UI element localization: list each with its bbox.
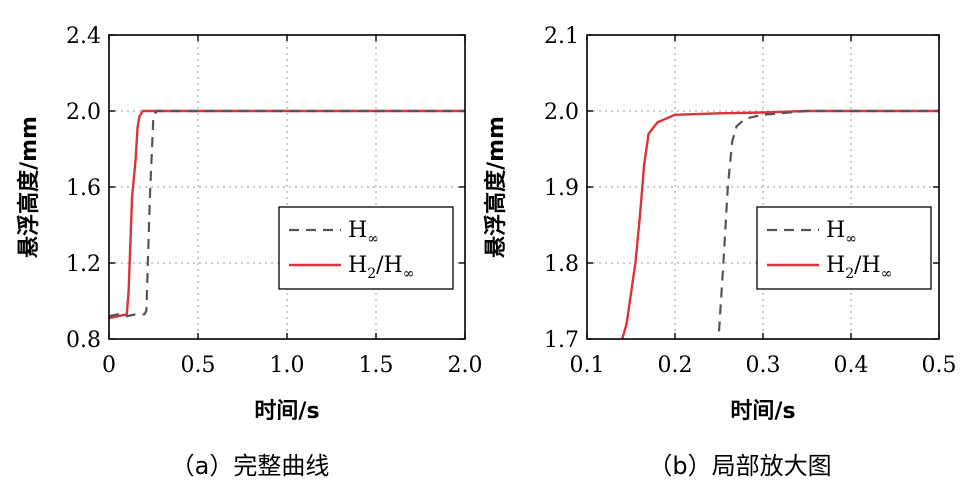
x-tick-label: 1.5 <box>359 353 394 378</box>
ticks-b: 0.1 0.2 0.3 0.4 0.5 1.7 1.8 1.9 2.0 2.1 <box>544 24 957 378</box>
plot-frame-b <box>586 34 940 340</box>
y-tick-label: 2.0 <box>544 100 579 125</box>
y-axis-label-a: 悬浮高度/mm <box>16 116 42 258</box>
y-tick-label: 2.4 <box>66 24 101 49</box>
y-tick-label: 1.2 <box>66 252 101 277</box>
legend-b: H∞ H2/H∞ <box>756 206 932 290</box>
series-b <box>621 109 939 340</box>
y-tick-label: 2.1 <box>544 24 579 49</box>
x-tick-label: 2.0 <box>448 353 483 378</box>
y-tick-label: 1.8 <box>544 252 579 277</box>
series-line-h2-h-inf <box>108 109 465 320</box>
series-line-h-inf <box>108 109 465 318</box>
x-axis-label-b: 时间/s <box>730 399 795 424</box>
grid-b <box>587 35 939 339</box>
x-tick-label: 0.5 <box>181 353 216 378</box>
y-tick-label: 1.6 <box>66 176 101 201</box>
x-tick-label: 0.3 <box>746 353 781 378</box>
x-tick-label: 1.0 <box>270 353 305 378</box>
y-tick-label: 2.0 <box>66 100 101 125</box>
x-tick-label: 0.5 <box>922 353 957 378</box>
chart-panel-b: 0.1 0.2 0.3 0.4 0.5 1.7 1.8 1.9 2.0 2.1 时间/s 悬浮高度… <box>483 24 957 480</box>
y-axis-label-b: 悬浮高度/mm <box>483 116 509 258</box>
x-tick-label: 0.1 <box>570 353 605 378</box>
x-tick-label: 0.4 <box>834 353 869 378</box>
series-line-h-inf <box>717 109 939 332</box>
x-tick-label: 0 <box>102 353 116 378</box>
legend-label-h2-h-inf-a: H2/H∞ <box>348 253 414 282</box>
caption-b: （b）局部放大图 <box>648 452 831 480</box>
legend-a: H∞ H2/H∞ <box>278 206 454 290</box>
legend-label-h-inf-b: H∞ <box>826 218 857 247</box>
chart-panel-a: 0 0.5 1.0 1.5 2.0 0.8 1.2 1.6 2.0 2.4 时间/s 悬浮高度/m… <box>16 24 483 480</box>
plot-frame-a <box>108 34 466 340</box>
ticks-a: 0 0.5 1.0 1.5 2.0 0.8 1.2 1.6 2.0 2.4 <box>66 24 483 378</box>
legend-label-h-inf-a: H∞ <box>348 218 379 247</box>
x-axis-label-a: 时间/s <box>254 399 319 424</box>
y-tick-label: 1.9 <box>544 176 579 201</box>
series-a <box>108 109 465 320</box>
x-tick-label: 0.2 <box>658 353 693 378</box>
y-tick-label: 1.7 <box>544 328 579 353</box>
y-tick-label: 0.8 <box>66 328 101 353</box>
caption-a: （a）完整曲线 <box>171 452 330 480</box>
legend-box-a <box>278 206 454 290</box>
grid-a <box>109 35 465 339</box>
legend-label-h2-h-inf-b: H2/H∞ <box>826 253 892 282</box>
legend-box-b <box>756 206 932 290</box>
